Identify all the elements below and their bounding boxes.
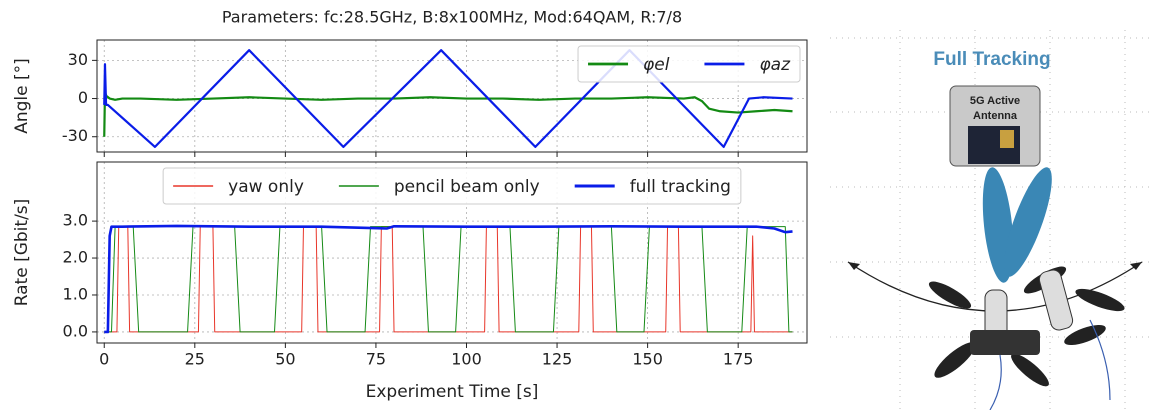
x-tick-label: 0 (99, 350, 109, 369)
cable (989, 319, 1111, 410)
antenna-label: Antenna (973, 110, 1018, 122)
x-tick-label: 125 (542, 350, 573, 369)
x-tick-label: 150 (632, 350, 663, 369)
x-tick-label: 75 (366, 350, 386, 369)
legend-label: pencil beam only (394, 177, 540, 197)
legend-label: φaz (759, 55, 791, 75)
y-tick-label: 1.0 (63, 284, 88, 303)
series-line (104, 226, 793, 333)
illustration: Full Tracking 5G Active Antenna (830, 30, 1153, 410)
legend-label: full tracking (630, 177, 731, 197)
drone (928, 266, 1125, 387)
x-axis-label: Experiment Time [s] (366, 382, 539, 402)
x-tick-label: 100 (451, 350, 482, 369)
axes-frame (96, 39, 808, 153)
legend-label: φel (643, 55, 670, 75)
y-tick-label: 0.0 (63, 321, 88, 340)
y-tick-label: -30 (62, 126, 88, 145)
series-line (104, 226, 793, 333)
illustration-title: Full Tracking (933, 49, 1050, 70)
antenna-chip (1000, 130, 1014, 148)
beam-lobe (1004, 167, 1052, 277)
y-tick-label: 2.0 (63, 248, 88, 267)
y-tick-label: 3.0 (63, 211, 88, 230)
legend: yaw only pencil beam only full tracking (162, 167, 742, 205)
antenna-label: 5G Active (970, 95, 1020, 107)
axes-frame (96, 161, 808, 344)
y-tick-label: 0 (78, 88, 88, 107)
legend-box (577, 45, 801, 83)
x-tick-label: 50 (275, 350, 295, 369)
series-line (103, 49, 793, 149)
legend-label: yaw only (228, 177, 304, 197)
series-line (104, 224, 793, 334)
series-line (103, 91, 793, 137)
chart-title: Parameters: fc:28.5GHz, B:8x100MHz, Mod:… (222, 8, 682, 27)
legend: φel φaz (577, 45, 801, 83)
x-tick-label: 25 (185, 350, 205, 369)
x-tick-label: 175 (723, 350, 754, 369)
y-axis-label: Rate [Gbit/s] (12, 199, 32, 307)
legend-box (162, 167, 742, 205)
y-axis-label: Angle [°] (12, 58, 32, 134)
y-tick-label: 30 (68, 50, 88, 69)
